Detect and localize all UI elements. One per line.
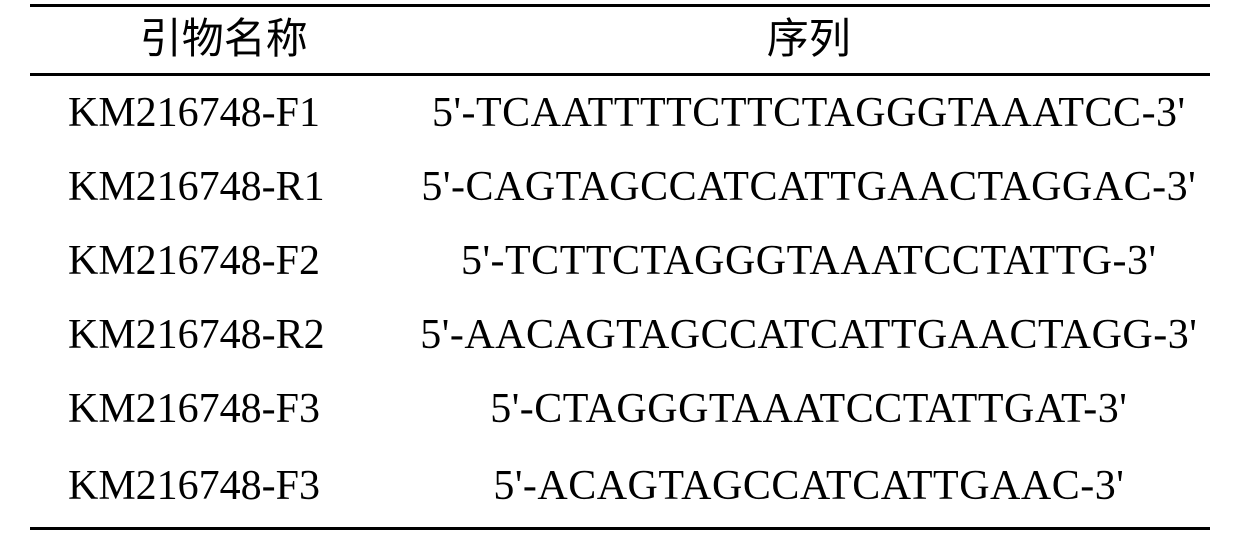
cell-sequence: 5'-CAGTAGCCATCATTGAACTAGGAC-3' (408, 150, 1210, 224)
cell-primer-name: KM216748-R2 (30, 298, 408, 372)
table-row: KM216748-R2 5'-AACAGTAGCCATCATTGAACTAGG-… (30, 298, 1210, 372)
table-row: KM216748-F2 5'-TCTTCTAGGGTAAATCCTATTG-3' (30, 224, 1210, 298)
cell-primer-name: KM216748-R1 (30, 150, 408, 224)
header-row: 引物名称 序列 (30, 6, 1210, 75)
table-row: KM216748-F3 5'-ACAGTAGCCATCATTGAAC-3' (30, 446, 1210, 528)
cell-primer-name: KM216748-F1 (30, 75, 408, 151)
table-row: KM216748-R1 5'-CAGTAGCCATCATTGAACTAGGAC-… (30, 150, 1210, 224)
primer-table-container: 引物名称 序列 KM216748-F1 5'-TCAATTTTCTTCTAGGG… (30, 4, 1210, 530)
cell-sequence: 5'-CTAGGGTAAATCCTATTGAT-3' (408, 372, 1210, 446)
cell-sequence: 5'-TCTTCTAGGGTAAATCCTATTG-3' (408, 224, 1210, 298)
cell-sequence: 5'-ACAGTAGCCATCATTGAAC-3' (408, 446, 1210, 528)
cell-sequence: 5'-TCAATTTTCTTCTAGGGTAAATCC-3' (408, 75, 1210, 151)
cell-sequence: 5'-AACAGTAGCCATCATTGAACTAGG-3' (408, 298, 1210, 372)
cell-primer-name: KM216748-F2 (30, 224, 408, 298)
header-sequence: 序列 (408, 6, 1210, 75)
cell-primer-name: KM216748-F3 (30, 372, 408, 446)
table-body: KM216748-F1 5'-TCAATTTTCTTCTAGGGTAAATCC-… (30, 75, 1210, 529)
primer-table: 引物名称 序列 KM216748-F1 5'-TCAATTTTCTTCTAGGG… (30, 4, 1210, 530)
table-header: 引物名称 序列 (30, 6, 1210, 75)
table-row: KM216748-F1 5'-TCAATTTTCTTCTAGGGTAAATCC-… (30, 75, 1210, 151)
header-primer-name: 引物名称 (30, 6, 408, 75)
cell-primer-name: KM216748-F3 (30, 446, 408, 528)
table-row: KM216748-F3 5'-CTAGGGTAAATCCTATTGAT-3' (30, 372, 1210, 446)
